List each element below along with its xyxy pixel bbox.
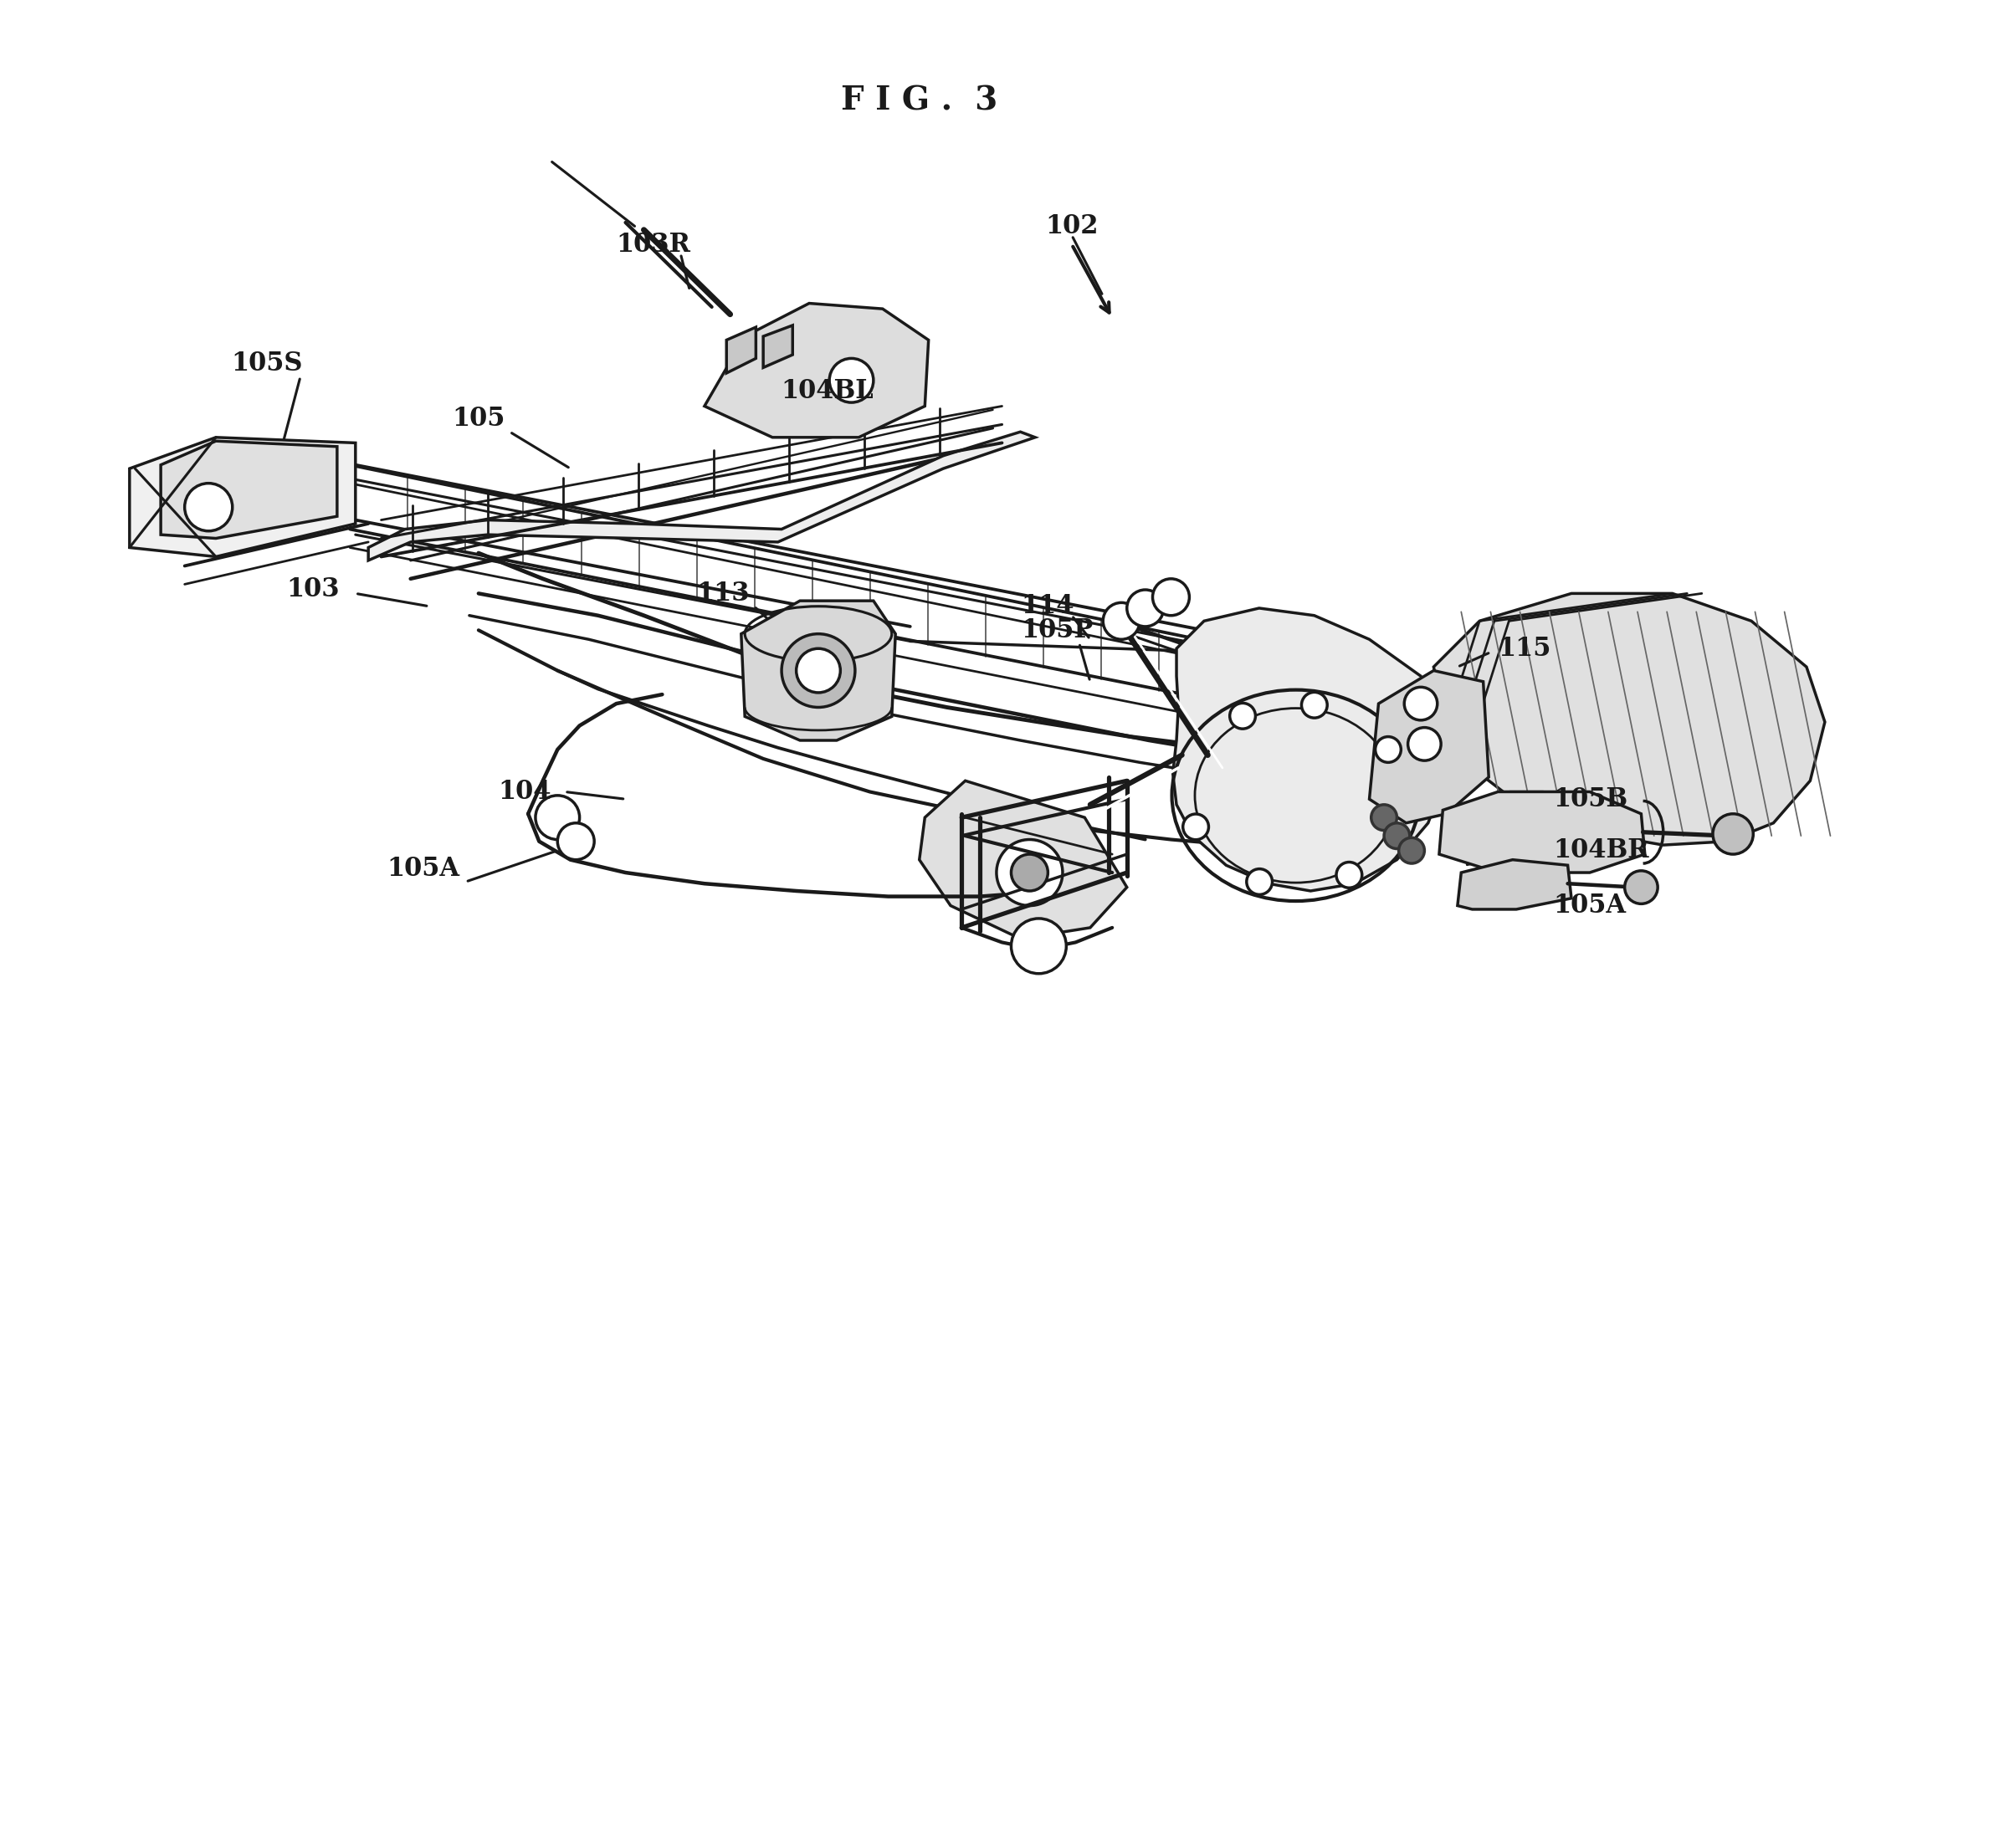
Text: 105: 105 <box>453 407 505 432</box>
Text: 105A: 105A <box>1553 893 1625 918</box>
Circle shape <box>1246 869 1273 894</box>
Circle shape <box>557 822 595 859</box>
Text: 103: 103 <box>287 577 341 602</box>
Polygon shape <box>705 303 928 438</box>
Polygon shape <box>727 327 756 373</box>
Circle shape <box>782 634 856 708</box>
Polygon shape <box>1457 859 1571 909</box>
Text: 113: 113 <box>695 580 749 606</box>
Polygon shape <box>741 601 896 741</box>
Circle shape <box>1625 870 1657 904</box>
Polygon shape <box>764 325 794 368</box>
Circle shape <box>1182 813 1208 839</box>
Polygon shape <box>130 438 355 556</box>
Text: 115: 115 <box>1497 636 1551 662</box>
Text: 102: 102 <box>1046 213 1098 238</box>
Circle shape <box>1375 737 1401 763</box>
Text: F I G .  3: F I G . 3 <box>842 85 998 116</box>
Circle shape <box>1102 602 1140 639</box>
Text: 104: 104 <box>497 778 551 804</box>
Circle shape <box>1126 590 1164 626</box>
Text: 105P: 105P <box>1020 617 1094 643</box>
Text: 105B: 105B <box>1553 785 1627 811</box>
Polygon shape <box>1369 671 1489 822</box>
Circle shape <box>1230 702 1255 728</box>
Circle shape <box>1409 728 1441 761</box>
Circle shape <box>1385 822 1409 848</box>
Text: 105S: 105S <box>232 351 303 377</box>
Circle shape <box>1012 854 1048 891</box>
Polygon shape <box>1439 791 1645 872</box>
Circle shape <box>1012 918 1066 974</box>
Polygon shape <box>1172 608 1447 891</box>
Circle shape <box>1405 687 1437 721</box>
Circle shape <box>1337 863 1363 887</box>
Circle shape <box>535 795 579 839</box>
Text: 104BR: 104BR <box>1553 837 1649 863</box>
Polygon shape <box>160 442 337 538</box>
Circle shape <box>1399 837 1425 863</box>
Text: 114: 114 <box>1022 593 1074 619</box>
Circle shape <box>796 649 840 693</box>
Polygon shape <box>1433 593 1826 845</box>
Circle shape <box>184 484 232 530</box>
Text: 105A: 105A <box>387 856 459 881</box>
Polygon shape <box>369 432 1034 560</box>
Text: 104BL: 104BL <box>782 379 874 405</box>
Text: 103R: 103R <box>615 231 689 257</box>
Polygon shape <box>920 780 1126 939</box>
Circle shape <box>1713 813 1754 854</box>
Circle shape <box>1371 804 1397 830</box>
Circle shape <box>996 839 1062 906</box>
Circle shape <box>830 359 874 403</box>
Circle shape <box>1152 578 1188 615</box>
Circle shape <box>1301 693 1327 717</box>
